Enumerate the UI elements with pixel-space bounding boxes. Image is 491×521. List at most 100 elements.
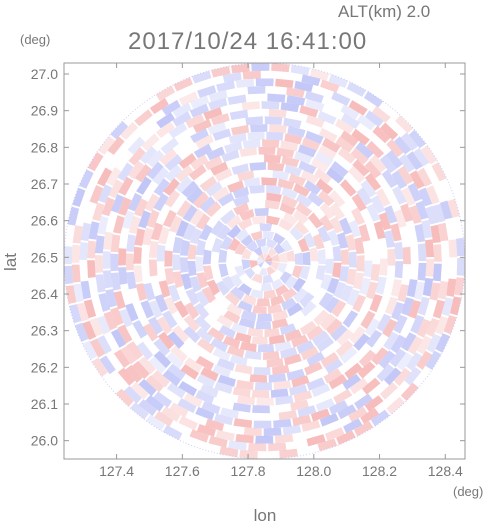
radar-cell [221, 149, 240, 163]
radar-cell [110, 194, 125, 213]
radar-cell [281, 195, 299, 208]
radar-cell [179, 257, 189, 273]
radar-cell [336, 430, 356, 445]
radar-cell [219, 209, 236, 225]
radar-cell [253, 367, 271, 376]
radar-cell [348, 219, 362, 238]
radar-cell [103, 311, 118, 331]
radar-cell [417, 243, 427, 261]
radar-cell [262, 139, 280, 148]
radar-cell [196, 374, 216, 389]
radar-cell [166, 352, 184, 369]
radar-cell [247, 327, 263, 338]
radar-cell [362, 377, 381, 395]
radar-cell [123, 385, 142, 404]
radar-cell [132, 361, 150, 380]
radar-cell [264, 261, 273, 266]
radar-cell [195, 327, 214, 344]
radar-cell [153, 178, 170, 196]
radar-cell [351, 128, 370, 146]
radar-cell [354, 237, 365, 254]
radar-cell [304, 361, 323, 376]
radar-cell [183, 392, 203, 408]
radar-cell [162, 209, 177, 228]
radar-cell [256, 298, 271, 307]
radar-cell [210, 220, 225, 236]
radar-cell [233, 418, 253, 428]
radar-cell [178, 153, 197, 169]
radar-cell [194, 315, 212, 332]
radar-cell [207, 327, 225, 342]
radar-cell [296, 340, 315, 354]
radar-cell [263, 289, 277, 300]
radar-cell [271, 278, 284, 291]
radar-cell [205, 201, 222, 217]
radar-cell [212, 347, 231, 362]
radar-cell [177, 398, 197, 414]
radar-cell [303, 232, 317, 248]
radar-cell [401, 297, 414, 316]
radar-cell [311, 383, 331, 398]
y-tick-label: 26.8 [31, 139, 58, 155]
radar-cell [215, 280, 230, 296]
radar-cell [301, 74, 321, 87]
radar-cell [172, 102, 192, 118]
radar-cell [353, 272, 364, 290]
radar-cell [300, 169, 319, 185]
radar-cell [408, 300, 421, 319]
radar-cell [270, 388, 289, 398]
radar-cell [371, 106, 391, 123]
radar-cell [195, 239, 206, 256]
radar-cell [219, 446, 239, 458]
radar-cell [64, 246, 73, 265]
radar-cell [130, 402, 149, 420]
radar-cell [264, 116, 283, 125]
radar-cell [335, 118, 354, 135]
radar-cell [454, 277, 465, 296]
radar-cell [336, 232, 349, 249]
radar-cell [246, 240, 258, 252]
radar-cell [392, 185, 407, 205]
radar-cell [113, 349, 131, 368]
radar-cell [138, 356, 156, 375]
radar-cell [325, 318, 343, 336]
radar-cell [126, 271, 137, 290]
radar-cell [397, 284, 409, 303]
radar-cell [308, 212, 324, 229]
radar-cell [264, 254, 272, 261]
radar-cell [80, 222, 92, 241]
radar-cell [211, 237, 223, 253]
radar-cell [275, 284, 289, 297]
radar-cell [352, 294, 367, 313]
radar-cell [79, 169, 94, 189]
radar-cell [417, 318, 431, 338]
radar-cell [449, 296, 462, 316]
radar-cell [269, 124, 287, 134]
radar-cell [324, 296, 340, 314]
radar-cell [184, 302, 200, 320]
radar-cell [242, 139, 261, 149]
radar-cell [148, 259, 158, 277]
radar-cell [327, 277, 340, 295]
radar-cell [430, 224, 441, 243]
radar-cell [195, 290, 210, 308]
radar-cell [286, 302, 303, 317]
radar-cell [400, 382, 419, 401]
radar-cell [92, 202, 105, 222]
radar-cell [251, 63, 270, 71]
radar-cell [257, 313, 273, 322]
radar-cell [132, 320, 148, 339]
radar-cell [118, 197, 132, 216]
radar-cell [330, 324, 348, 342]
radar-cell [192, 118, 212, 133]
radar-cell [98, 293, 111, 312]
radar-cell [156, 244, 166, 262]
radar-cell [280, 239, 293, 252]
radar-cell [117, 324, 133, 344]
radar-cell [416, 350, 433, 370]
radar-cell [241, 101, 260, 111]
radar-cell [348, 100, 368, 116]
radar-cell [279, 271, 292, 284]
radar-cell [252, 405, 270, 414]
radar-cell [208, 97, 228, 111]
